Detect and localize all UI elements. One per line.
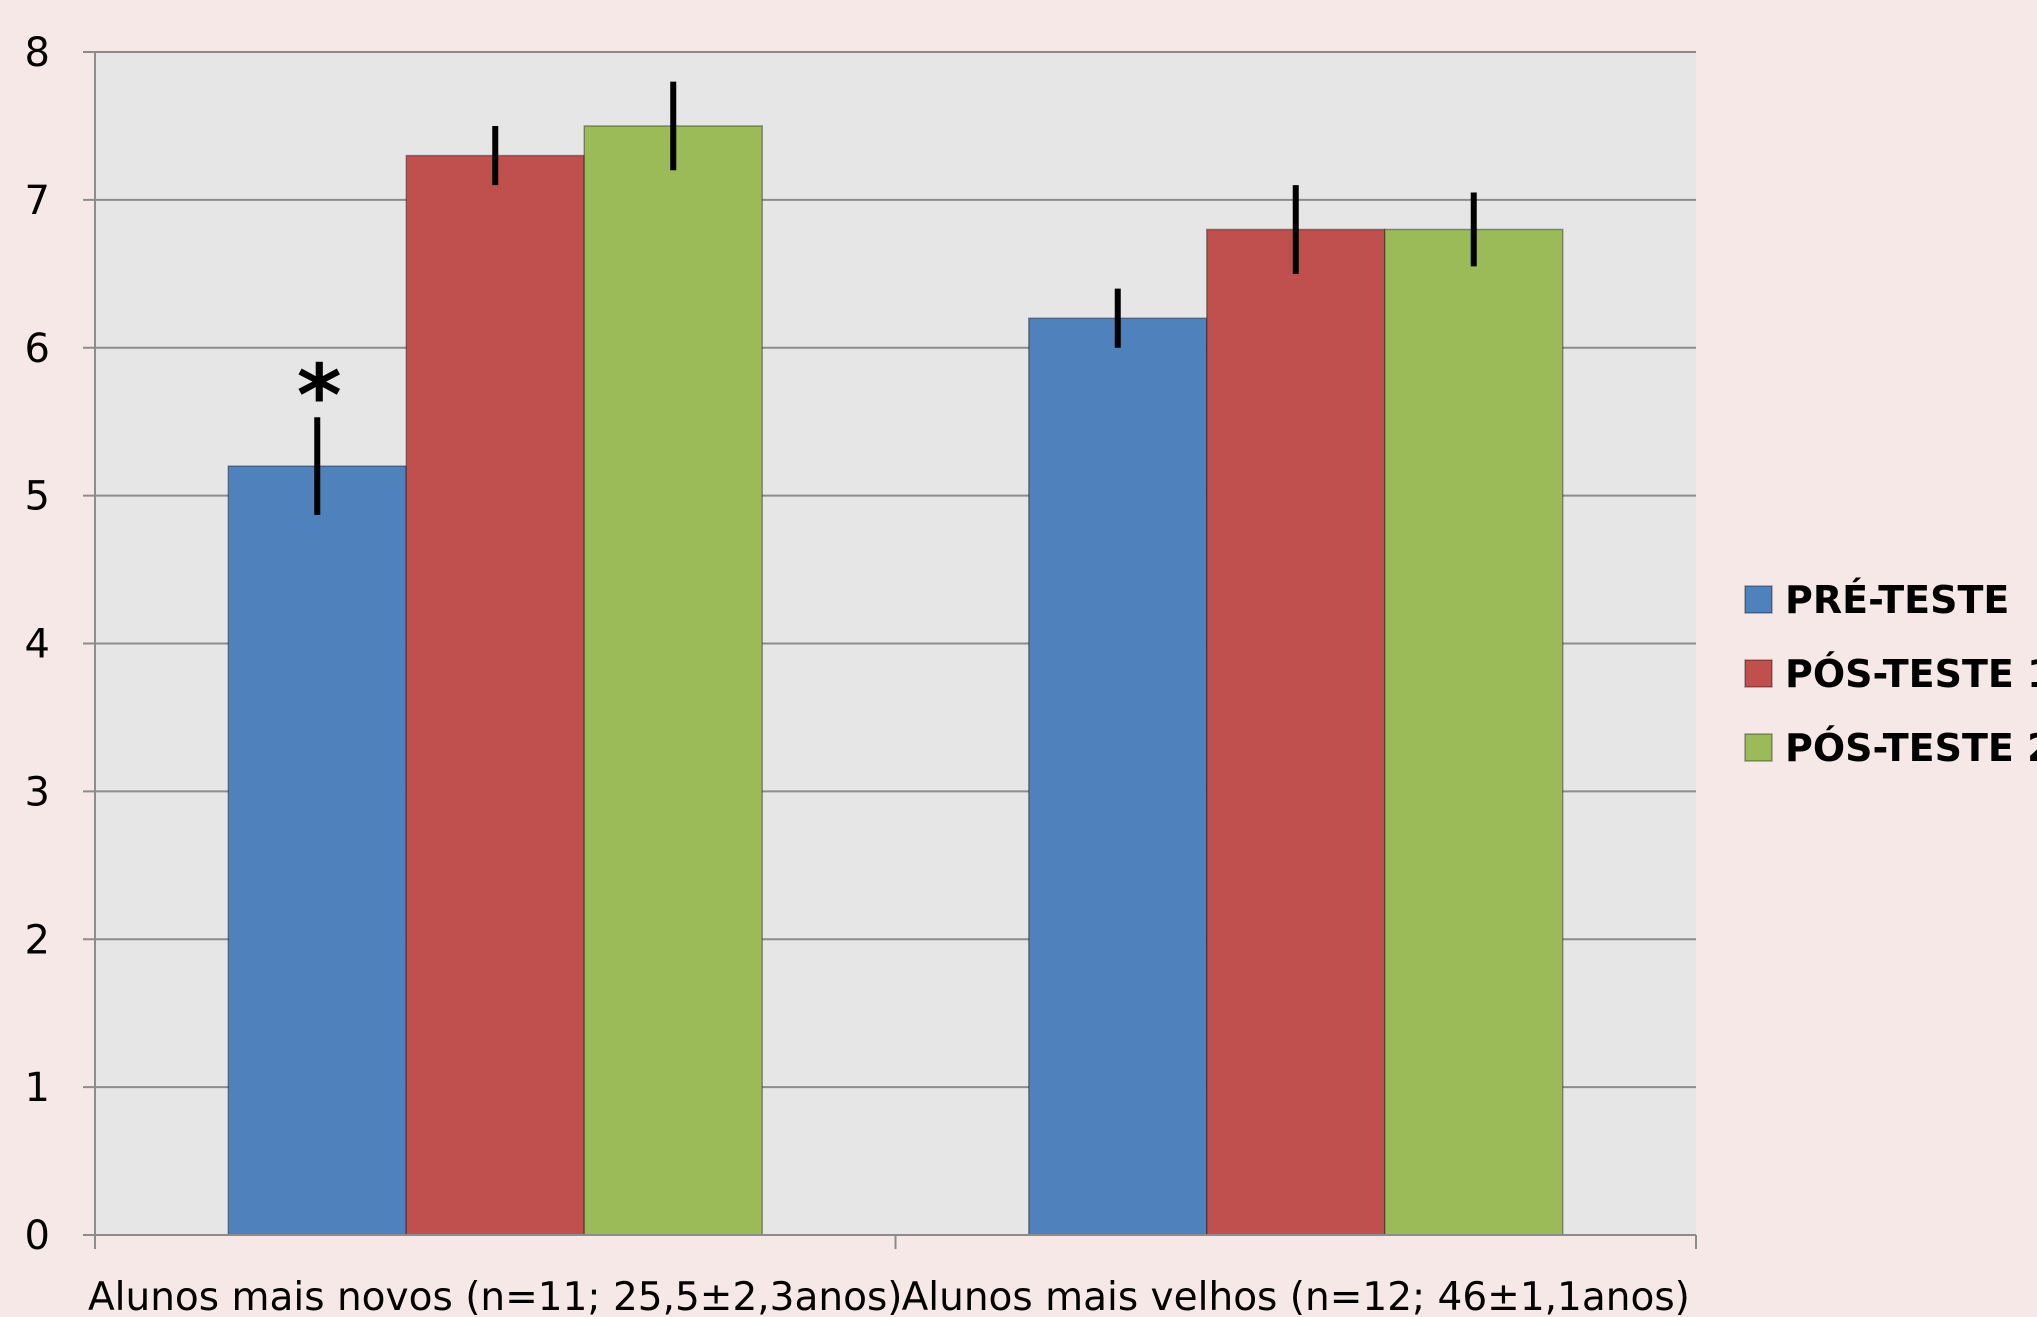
- y-axis-ticks: 0 1 2 3 4 5 6 7 8: [25, 30, 50, 1259]
- legend-label: PÓS-TESTE 1: [1785, 652, 2037, 696]
- legend-swatch: [1744, 659, 1773, 688]
- x-category-label: Alunos mais velhos (n=12; 46±1,1anos): [902, 1275, 1690, 1317]
- legend-label: PÓS-TESTE 2: [1785, 726, 2037, 770]
- legend-label: PRÉ-TESTE: [1785, 578, 2009, 622]
- bar: [583, 125, 763, 1236]
- x-category-label: Alunos mais novos (n=11; 25,5±2,3anos): [88, 1275, 903, 1317]
- bar: [1206, 228, 1386, 1236]
- annotations: *: [297, 346, 342, 446]
- x-axis-labels: Alunos mais novos (n=11; 25,5±2,3anos) Al…: [88, 1275, 1690, 1317]
- y-tick-label: 2: [25, 917, 50, 963]
- y-tick-label: 7: [25, 178, 50, 224]
- axes: [83, 51, 1697, 1249]
- bar: [1384, 228, 1564, 1236]
- bar: [405, 154, 585, 1236]
- legend-swatch: [1744, 733, 1773, 762]
- y-tick-label: 3: [25, 769, 50, 815]
- significance-asterisk: *: [297, 346, 342, 446]
- y-tick-label: 1: [25, 1065, 50, 1111]
- error-bars: [314, 81, 1477, 515]
- y-tick-label: 5: [25, 474, 50, 520]
- y-tick-label: 6: [25, 326, 50, 372]
- bar: [1028, 317, 1208, 1236]
- legend-swatch: [1744, 585, 1773, 614]
- bars: [227, 125, 1564, 1236]
- bar: [227, 465, 407, 1236]
- y-tick-label: 4: [25, 622, 50, 668]
- legend: PRÉ-TESTE PÓS-TESTE 1 PÓS-TESTE 2: [1744, 578, 2037, 770]
- y-tick-label: 8: [25, 30, 50, 76]
- y-tick-label: 0: [25, 1213, 50, 1259]
